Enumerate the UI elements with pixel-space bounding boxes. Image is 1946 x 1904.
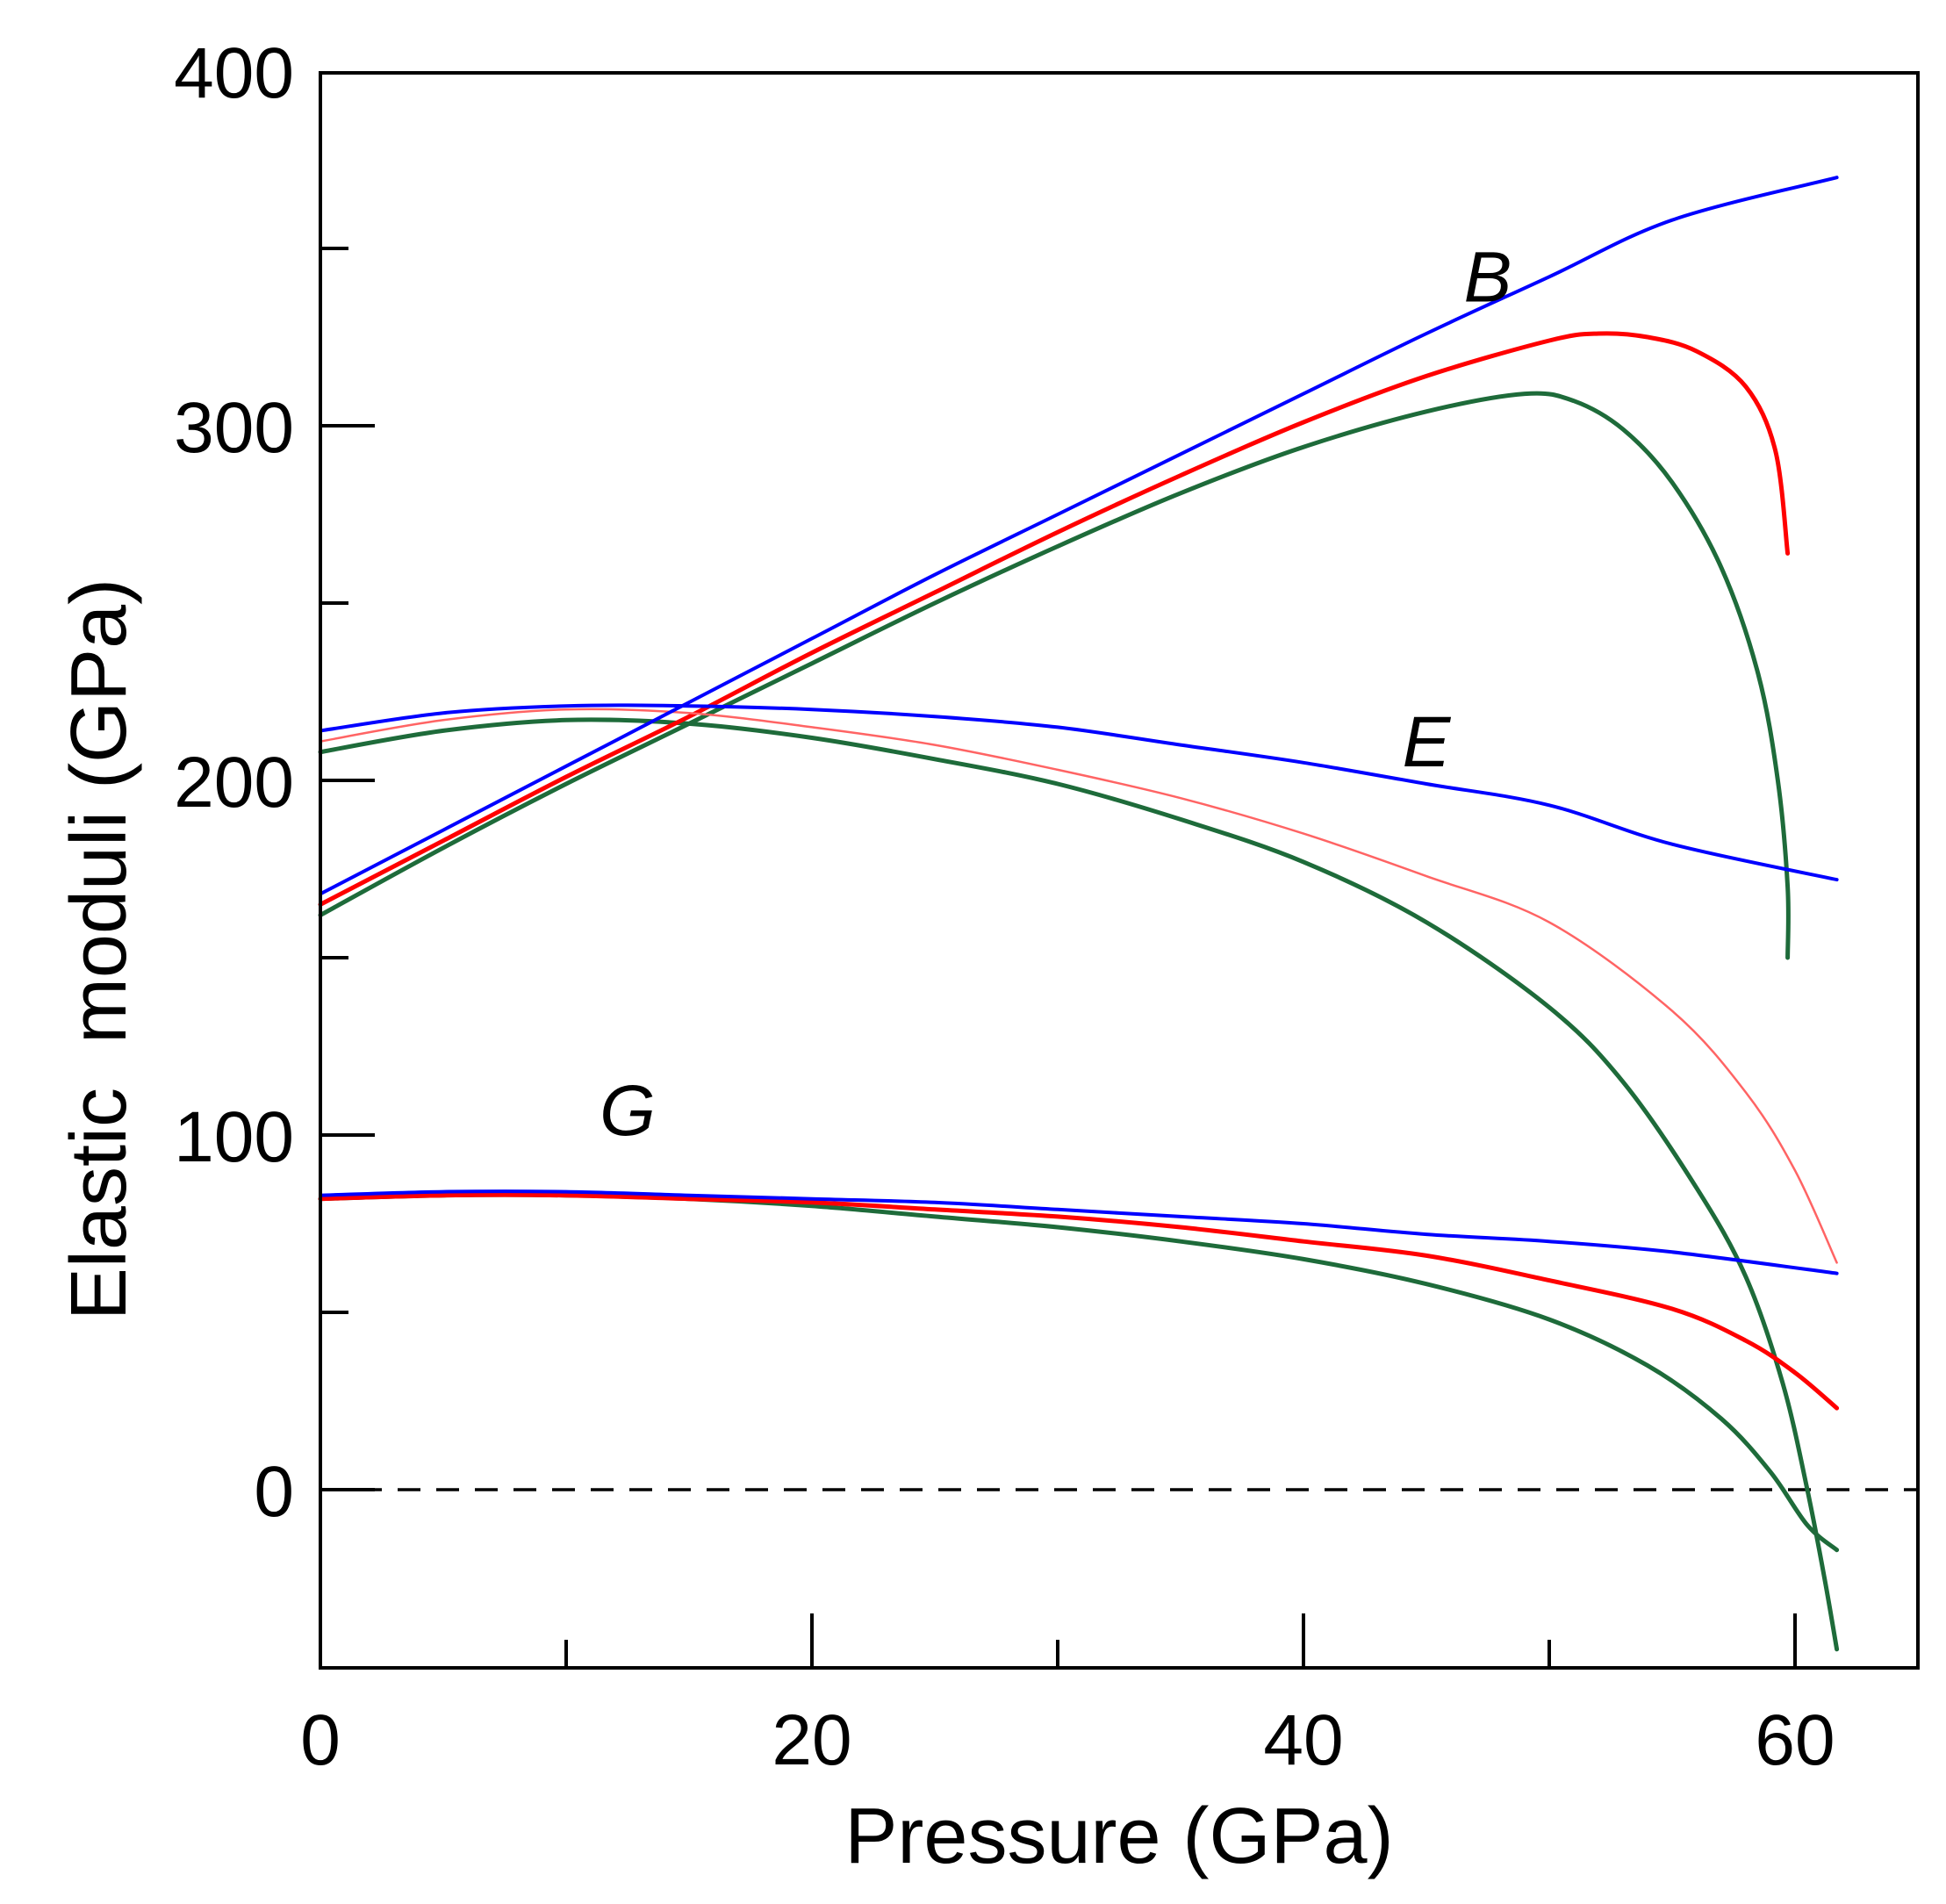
series-e-blue-line [319, 703, 1839, 882]
series-e-red-line [319, 708, 1838, 1264]
series-g-green-line [318, 1192, 1840, 1553]
y-tick-label: 200 [174, 743, 294, 823]
tick-labels: 0 100 200 300 400 0 20 40 60 [174, 33, 1835, 1780]
series-g-blue-line [319, 1189, 1839, 1275]
y-tick-label: 300 [174, 388, 294, 468]
x-tick-label: 20 [772, 1700, 851, 1780]
axis-ticks [320, 247, 1797, 1668]
series-b-red-line [318, 331, 1791, 907]
curve-label-g: G [600, 1071, 656, 1151]
x-tick-label: 60 [1755, 1700, 1835, 1780]
x-tick-label: 40 [1263, 1700, 1343, 1780]
plot-frame [319, 71, 1920, 1670]
y-tick-label: 0 [254, 1452, 294, 1532]
y-tick-label: 100 [174, 1097, 294, 1177]
series-e-green-line [318, 717, 1840, 1652]
y-tick-label: 400 [174, 33, 294, 113]
series-g-red-line [318, 1192, 1840, 1411]
curve-labels: B E G [600, 238, 1512, 1151]
x-axis-title: Pressure (GPa) [844, 1793, 1393, 1880]
series-b-green-line [318, 391, 1791, 960]
curve-label-b: B [1464, 238, 1512, 318]
series-b-blue-line [319, 176, 1839, 896]
x-tick-label: 0 [300, 1700, 341, 1780]
y-axis-title: Elastic moduli (GPa) [55, 578, 143, 1320]
series-layer [318, 176, 1840, 1652]
curve-label-e: E [1403, 702, 1452, 782]
